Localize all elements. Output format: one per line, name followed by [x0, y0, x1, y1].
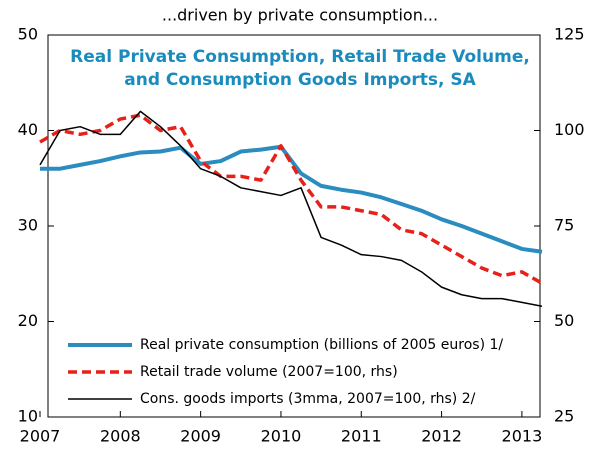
chart-subtitle: Real Private Consumption, Retail Trade V…: [70, 47, 530, 67]
x-tick-label: 2009: [180, 427, 221, 446]
legend-label: Retail trade volume (2007=100, rhs): [140, 364, 398, 380]
y2-tick-label: 100: [554, 120, 585, 139]
y2-tick-label: 125: [554, 25, 585, 44]
y-tick-label: 40: [18, 120, 38, 139]
x-tick-label: 2008: [100, 427, 141, 446]
x-tick-label: 2011: [341, 427, 382, 446]
y2-tick-label: 75: [554, 216, 574, 235]
series-line: [40, 144, 543, 254]
x-tick-label: 2010: [261, 427, 302, 446]
legend-label: Real private consumption (billions of 20…: [140, 337, 503, 353]
y-tick-label: 50: [18, 25, 38, 44]
series-line: [39, 110, 543, 307]
x-tick-label: 2012: [421, 427, 462, 446]
y-tick-label: 20: [18, 311, 38, 330]
y2-tick-label: 25: [554, 407, 574, 426]
legend-label: Cons. goods imports (3mma, 2007=100, rhs…: [140, 391, 476, 407]
x-tick-label: 2007: [20, 427, 61, 446]
x-tick-label: 2013: [502, 427, 543, 446]
y2-tick-label: 50: [554, 311, 574, 330]
chart-subtitle: and Consumption Goods Imports, SA: [124, 70, 476, 90]
y-tick-label: 10: [18, 407, 38, 426]
series-line: [39, 113, 543, 285]
y-tick-label: 30: [18, 216, 38, 235]
chart-title: ...driven by private consumption...: [162, 6, 438, 25]
